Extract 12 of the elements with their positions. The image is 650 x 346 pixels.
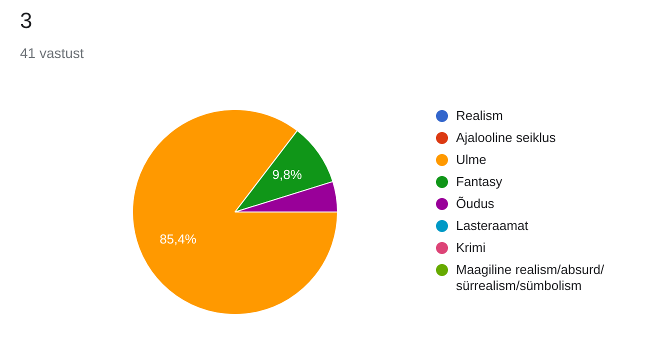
legend-label: Ajalooline seiklus <box>456 130 556 146</box>
legend-label: Õudus <box>456 196 494 212</box>
legend-label: Krimi <box>456 240 486 256</box>
legend-label: Realism <box>456 108 503 124</box>
chart-subtitle: 41 vastust <box>20 45 84 61</box>
legend-label: Ulme <box>456 152 486 168</box>
legend-label: Fantasy <box>456 174 502 190</box>
legend-label: Maagiline realism/absurd/ sürrealism/sümbolism <box>456 262 606 294</box>
data-label: 9,8% <box>272 167 302 182</box>
data-label: 85,4% <box>160 232 197 247</box>
legend-label: Lasteraamat <box>456 218 528 234</box>
chart-title: 3 <box>20 8 32 34</box>
